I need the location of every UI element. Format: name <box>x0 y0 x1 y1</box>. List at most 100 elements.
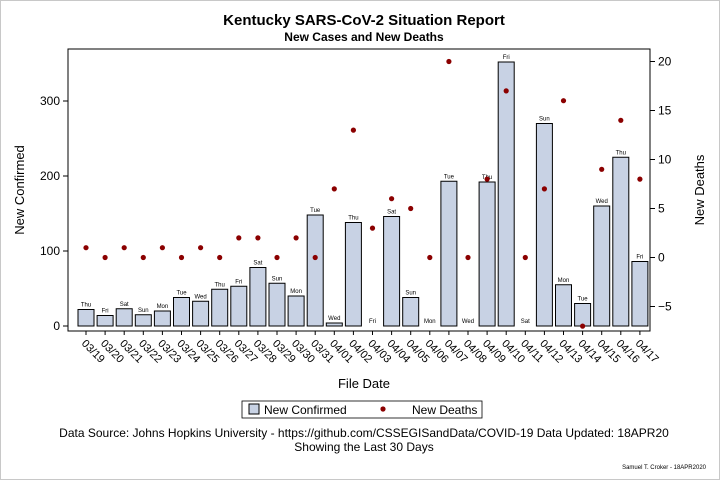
death-point-04-06 <box>427 254 433 261</box>
death-point-04-08 <box>465 254 471 261</box>
day-label: Tue <box>310 208 321 214</box>
bar-03-31 <box>306 214 324 327</box>
death-point-04-17 <box>637 176 643 182</box>
x-axis-label: File Date <box>338 376 390 391</box>
bar-04-01 <box>325 322 343 327</box>
bar-03-24 <box>173 297 190 327</box>
death-point-04-16 <box>618 117 624 123</box>
y2-tick-label: 15 <box>658 104 672 118</box>
bar-04-05 <box>402 297 420 327</box>
death-point-03-29 <box>274 254 280 261</box>
bar-04-07 <box>440 180 458 327</box>
y2-tick-label: 10 <box>658 153 672 167</box>
y-axis-right: −5 0 5 10 15 20 <box>650 55 672 314</box>
y2-tick-label: −5 <box>658 300 672 314</box>
x-axis: 03/1903/2003/2103/2203/2303/2403/2503/26… <box>79 331 661 366</box>
footer-source: Data Source: Johns Hopkins University - … <box>59 426 669 440</box>
death-point-03-31 <box>312 254 318 261</box>
day-label: Thu <box>348 216 358 222</box>
y2-axis-label: New Deaths <box>692 154 707 225</box>
deaths-dots-layer <box>83 58 643 329</box>
bar-04-02 <box>344 222 362 327</box>
bar-03-30 <box>287 295 305 327</box>
y-axis-left: 0 100 200 300 <box>40 94 68 333</box>
bar-03-19 <box>77 309 95 327</box>
day-label: Mon <box>290 289 302 295</box>
death-point-04-11 <box>522 254 528 261</box>
day-label: Tue <box>578 297 589 303</box>
day-label: Mon <box>157 304 169 310</box>
legend-swatch-confirmed <box>248 403 260 415</box>
day-label: Tue <box>176 291 187 297</box>
plot-frame <box>67 48 651 332</box>
bar-03-27 <box>230 285 248 327</box>
day-label: Mon <box>558 278 570 284</box>
bar-04-14 <box>574 303 592 327</box>
death-point-03-26 <box>217 254 223 261</box>
death-point-04-12 <box>541 186 548 192</box>
day-label: Thu <box>81 303 91 309</box>
day-label: Sat <box>521 319 530 325</box>
legend-frame <box>241 400 483 419</box>
bar-03-29 <box>268 282 286 327</box>
legend: New Confirmed New Deaths <box>241 400 483 419</box>
day-label: Sun <box>138 308 149 314</box>
day-label: Wed <box>462 319 474 325</box>
bar-04-15 <box>593 205 611 327</box>
footer-credit: Samuel T. Croker - 18APR2020 <box>622 465 707 471</box>
bar-04-04 <box>383 216 401 327</box>
chart-title: Kentucky SARS-CoV-2 Situation Report <box>223 12 505 29</box>
y2-tick-label: 0 <box>658 251 665 265</box>
bar-03-26 <box>211 288 229 327</box>
legend-label-deaths: New Deaths <box>412 403 477 417</box>
day-label: Thu <box>215 282 225 288</box>
day-label: Sat <box>253 261 262 267</box>
day-label: Wed <box>596 199 608 205</box>
y-tick-label: 100 <box>40 244 60 258</box>
death-point-04-04 <box>389 196 395 202</box>
day-label: Thu <box>616 150 626 156</box>
day-label: Tue <box>444 174 455 180</box>
day-label: Sat <box>120 302 129 308</box>
death-point-04-13 <box>560 98 567 104</box>
footer-window: Showing the Last 30 Days <box>294 440 433 454</box>
death-point-04-02 <box>350 127 356 133</box>
bar-04-09 <box>478 181 496 327</box>
bar-03-21 <box>115 308 133 327</box>
day-label: Fri <box>636 255 643 261</box>
bar-03-22 <box>134 314 152 327</box>
death-point-04-09 <box>484 176 490 182</box>
death-point-04-03 <box>369 225 376 231</box>
death-point-04-15 <box>599 166 605 172</box>
death-point-03-23 <box>159 245 165 251</box>
day-label: Fri <box>503 55 510 61</box>
y-tick-label: 300 <box>40 94 60 108</box>
bar-04-13 <box>555 284 572 327</box>
bar-04-10 <box>497 61 515 327</box>
chart-subtitle: New Cases and New Deaths <box>284 30 444 44</box>
death-point-03-27 <box>236 235 242 241</box>
death-point-03-24 <box>178 254 185 261</box>
bar-04-12 <box>535 123 553 327</box>
death-point-04-10 <box>503 88 509 94</box>
bar-03-25 <box>192 300 210 327</box>
death-point-03-28 <box>255 235 261 241</box>
day-label: Fri <box>235 279 242 285</box>
y-axis-label: New Confirmed <box>12 145 27 235</box>
y-tick-label: 0 <box>53 319 60 333</box>
bars-layer <box>77 61 649 327</box>
day-label: Fri <box>102 309 109 315</box>
legend-swatch-deaths <box>380 406 386 412</box>
bar-03-20 <box>96 315 114 327</box>
day-label: Wed <box>328 316 340 322</box>
y2-tick-label: 20 <box>658 55 672 69</box>
legend-label-confirmed: New Confirmed <box>264 403 347 417</box>
day-label: Wed <box>194 294 206 300</box>
y2-tick-label: 5 <box>658 202 665 216</box>
death-point-03-25 <box>198 245 204 251</box>
death-point-03-20 <box>102 254 108 261</box>
day-label: Sat <box>387 210 396 216</box>
bar-03-28 <box>249 267 267 327</box>
bar-04-16 <box>612 156 630 327</box>
bar-04-17 <box>631 261 649 327</box>
